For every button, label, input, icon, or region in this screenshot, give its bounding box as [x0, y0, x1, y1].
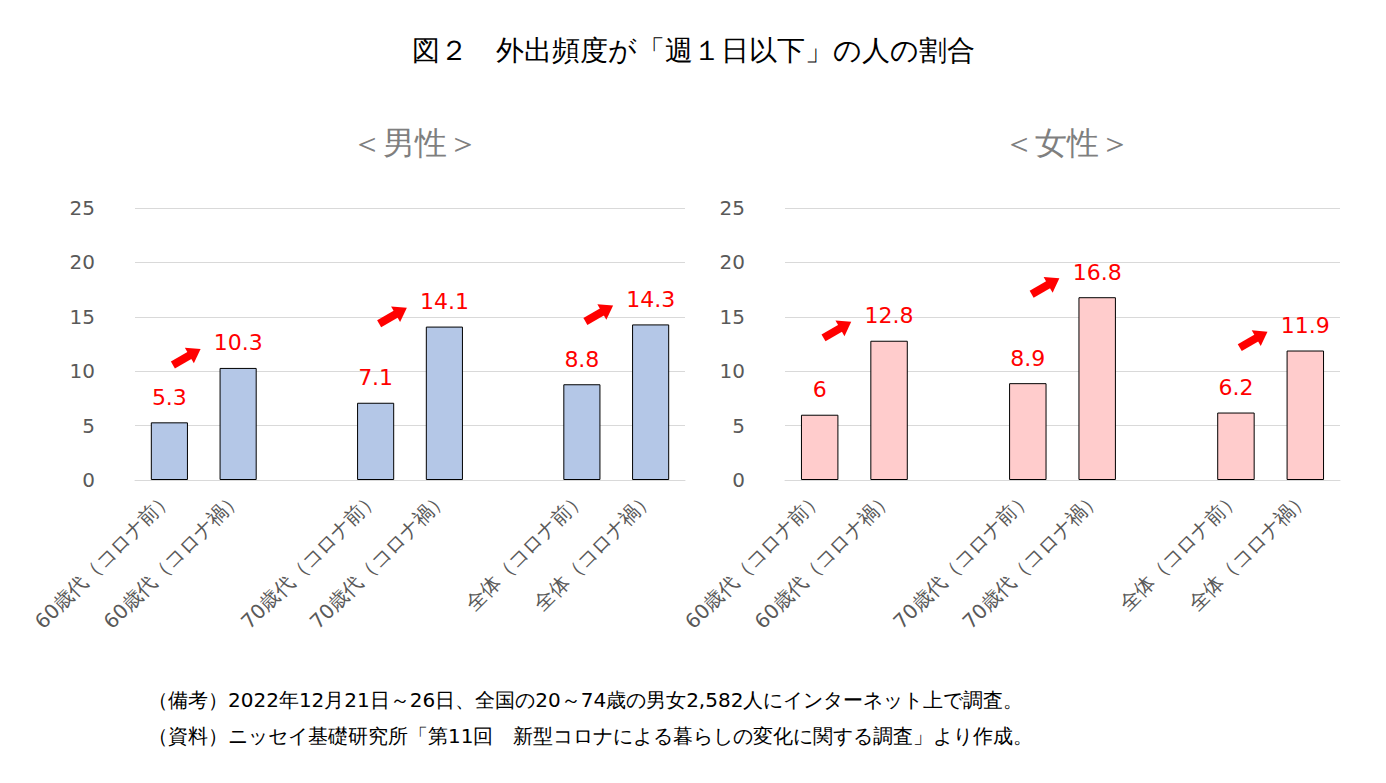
svg-text:15: 15 [70, 305, 95, 329]
svg-text:0: 0 [82, 468, 95, 492]
svg-text:全体（コロナ禍）: 全体（コロナ禍） [529, 486, 659, 616]
svg-text:60歳代（コロナ前）: 60歳代（コロナ前） [29, 485, 178, 634]
svg-text:14.1: 14.1 [420, 289, 469, 314]
svg-text:＜男性＞: ＜男性＞ [351, 124, 479, 162]
svg-text:6.2: 6.2 [1218, 375, 1253, 400]
svg-text:20: 20 [70, 250, 95, 274]
svg-text:全体（コロナ禍）: 全体（コロナ禍） [1184, 486, 1314, 616]
svg-text:7.1: 7.1 [358, 365, 393, 390]
svg-text:5: 5 [82, 414, 95, 438]
svg-text:60歳代（コロナ禍）: 60歳代（コロナ禍） [749, 486, 897, 634]
svg-text:70歳代（コロナ禍）: 70歳代（コロナ禍） [958, 486, 1106, 634]
svg-text:70歳代（コロナ前）: 70歳代（コロナ前） [236, 485, 385, 634]
html-text:（備考）2022年12月21日～26日、全国の20～74歳の: （備考）2022年12月21日～26日、全国の20～74歳の男女2,582人にイ… [148, 688, 1024, 712]
svg-text:10: 10 [720, 359, 745, 383]
svg-text:5.3: 5.3 [152, 385, 187, 410]
svg-text:全体（コロナ前）: 全体（コロナ前） [460, 486, 590, 616]
svg-text:0: 0 [732, 468, 745, 492]
svg-text:60歳代（コロナ禍）: 60歳代（コロナ禍） [99, 486, 247, 634]
svg-text:6: 6 [813, 377, 827, 402]
svg-text:10.3: 10.3 [214, 330, 263, 355]
svg-text:70歳代（コロナ禍）: 70歳代（コロナ禍） [305, 486, 453, 634]
svg-text:16.8: 16.8 [1073, 260, 1122, 285]
html-text:（資料）ニッセイ基礎研究所「第11回 新型コロナによる暮らし: （資料）ニッセイ基礎研究所「第11回 新型コロナによる暮らしの変化に関する調査」… [148, 724, 1034, 748]
svg-text:10: 10 [70, 359, 95, 383]
svg-text:5: 5 [732, 414, 745, 438]
svg-text:11.9: 11.9 [1281, 313, 1330, 338]
svg-text:＜女性＞: ＜女性＞ [1003, 124, 1131, 162]
svg-text:8.8: 8.8 [564, 347, 599, 372]
svg-text:25: 25 [70, 196, 95, 220]
svg-text:12.8: 12.8 [865, 303, 914, 328]
svg-text:25: 25 [720, 196, 745, 220]
svg-text:15: 15 [720, 305, 745, 329]
svg-text:14.3: 14.3 [626, 287, 675, 312]
svg-text:20: 20 [720, 250, 745, 274]
svg-text:全体（コロナ前）: 全体（コロナ前） [1114, 486, 1244, 616]
svg-text:70歳代（コロナ前）: 70歳代（コロナ前） [888, 485, 1037, 634]
html-text:図２ 外出頻度が「週１日以下」の人の割合: 図２ 外出頻度が「週１日以下」の人の割合 [411, 34, 975, 67]
svg-text:8.9: 8.9 [1010, 346, 1045, 371]
svg-text:60歳代（コロナ前）: 60歳代（コロナ前） [680, 485, 829, 634]
